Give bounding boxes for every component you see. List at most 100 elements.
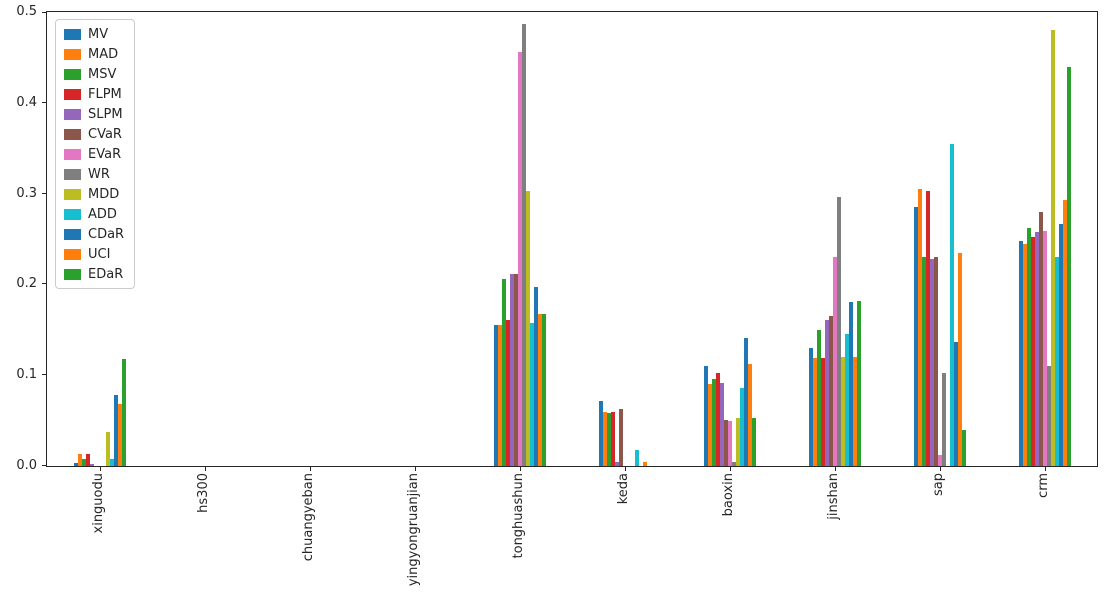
bar-ADD-keda bbox=[634, 449, 639, 466]
bar-MV-crm bbox=[1018, 240, 1023, 466]
y-tick-mark bbox=[42, 12, 46, 13]
bar-CVaR-jinshan bbox=[828, 316, 833, 466]
y-tick-label: 0.0 bbox=[16, 458, 37, 473]
bar-CDaR-baoxin bbox=[743, 338, 748, 466]
y-tick-label: 0.2 bbox=[16, 276, 37, 292]
bar-group-tonghuashun bbox=[467, 12, 572, 471]
plot-area: MV MAD MSV FLPM SLPM CVaR EVaR WR MDD ADD CDaR UCI E… bbox=[16, 5, 1098, 472]
bar-MAD-xinguodu bbox=[77, 454, 82, 466]
legend-swatch-EVaR bbox=[64, 148, 81, 160]
bar-CVaR-tonghuashun bbox=[513, 274, 518, 466]
legend-swatch-CDaR bbox=[64, 228, 81, 240]
x-label-slot: crm bbox=[991, 473, 1096, 586]
legend-label-ADD: ADD bbox=[88, 206, 117, 222]
bar-EDaR-crm bbox=[1066, 66, 1071, 466]
bar-FLPM-sap bbox=[925, 190, 930, 466]
x-tick-label-hs300: hs300 bbox=[196, 473, 211, 513]
bar-group-xinguodu bbox=[47, 12, 152, 471]
x-tick-mark bbox=[834, 467, 836, 471]
bar-CVaR-crm bbox=[1038, 211, 1043, 466]
bar-group-hs300 bbox=[152, 12, 257, 471]
bar-MV-keda bbox=[598, 400, 603, 466]
legend-swatch-FLPM bbox=[64, 88, 81, 100]
legend-entry-FLPM: FLPM bbox=[64, 86, 124, 102]
bar-MAD-baoxin bbox=[707, 384, 712, 466]
bar-MDD-xinguodu bbox=[105, 432, 110, 466]
x-tick-mark bbox=[1044, 467, 1046, 471]
bar-UCI-sap bbox=[957, 252, 962, 466]
x-tick-label-crm: crm bbox=[1036, 473, 1051, 498]
legend-entry-CDaR: CDaR bbox=[64, 226, 124, 242]
bars-row bbox=[913, 143, 966, 466]
bar-FLPM-tonghuashun bbox=[505, 319, 510, 466]
bar-UCI-baoxin bbox=[747, 364, 752, 466]
bar-MSV-tonghuashun bbox=[501, 279, 506, 466]
bar-SLPM-xinguodu bbox=[89, 464, 94, 466]
bar-MDD-tonghuashun bbox=[525, 190, 530, 466]
y-tick-label: 0.3 bbox=[16, 185, 37, 201]
y-tick-label: 0.4 bbox=[16, 94, 37, 110]
legend-label-EVaR: EVaR bbox=[88, 146, 122, 162]
bar-UCI-tonghuashun bbox=[537, 313, 542, 466]
bar-WR-jinshan bbox=[836, 197, 841, 466]
legend-label-MV: MV bbox=[88, 26, 109, 42]
bar-UCI-jinshan bbox=[852, 357, 857, 466]
bar-EVaR-jinshan bbox=[832, 257, 837, 466]
bar-CVaR-baoxin bbox=[723, 419, 728, 466]
bar-ADD-tonghuashun bbox=[529, 322, 534, 466]
bar-UCI-xinguodu bbox=[117, 404, 122, 466]
legend-entry-MSV: MSV bbox=[64, 66, 124, 82]
bar-MDD-jinshan bbox=[840, 357, 845, 466]
legend-swatch-UCI bbox=[64, 248, 81, 260]
legend-label-MAD: MAD bbox=[88, 46, 119, 62]
legend-swatch-WR bbox=[64, 168, 81, 180]
bar-FLPM-keda bbox=[610, 411, 615, 466]
x-tick-label-keda: keda bbox=[616, 473, 631, 505]
legend-entry-ADD: ADD bbox=[64, 206, 124, 222]
legend-label-MDD: MDD bbox=[88, 186, 120, 202]
y-tick-mark bbox=[42, 283, 46, 285]
x-label-slot: yingyongruanjian bbox=[361, 473, 466, 586]
x-label-slot: baoxin bbox=[676, 473, 781, 586]
bar-CVaR-keda bbox=[618, 408, 623, 466]
bar-EDaR-jinshan bbox=[856, 300, 861, 466]
bar-EDaR-baoxin bbox=[751, 417, 756, 466]
bar-CDaR-jinshan bbox=[848, 301, 853, 466]
x-tick-label-tonghuashun: tonghuashun bbox=[511, 473, 526, 559]
bar-MSV-baoxin bbox=[711, 378, 716, 466]
y-tick-mark bbox=[42, 374, 46, 376]
legend-label-CDaR: CDaR bbox=[88, 226, 125, 242]
bar-SLPM-tonghuashun bbox=[509, 274, 514, 466]
y-tick-mark bbox=[42, 465, 46, 466]
legend-swatch-MV bbox=[64, 28, 81, 40]
y-tick-mark bbox=[42, 192, 46, 194]
legend-label-UCI: UCI bbox=[88, 246, 111, 262]
x-tick-mark bbox=[414, 467, 416, 471]
bar-ADD-jinshan bbox=[844, 334, 849, 466]
bar-group-baoxin bbox=[677, 12, 782, 471]
bar-SLPM-sap bbox=[929, 259, 934, 466]
x-tick-mark bbox=[204, 467, 206, 471]
y-tick-mark bbox=[42, 101, 46, 103]
bar-UCI-keda bbox=[642, 461, 647, 466]
x-tick-label-chuangyeban: chuangyeban bbox=[301, 473, 316, 562]
bar-MSV-sap bbox=[921, 257, 926, 466]
bar-MV-tonghuashun bbox=[493, 325, 498, 466]
bar-CDaR-tonghuashun bbox=[533, 287, 538, 466]
bars-row bbox=[598, 400, 651, 466]
legend-swatch-CVaR bbox=[64, 128, 81, 140]
bar-MSV-keda bbox=[606, 413, 611, 466]
legend-label-CVaR: CVaR bbox=[88, 126, 122, 142]
bars-row bbox=[703, 338, 756, 466]
bar-WR-tonghuashun bbox=[521, 23, 526, 466]
bar-MAD-tonghuashun bbox=[497, 325, 502, 466]
bar-UCI-crm bbox=[1062, 200, 1067, 466]
bar-MV-jinshan bbox=[808, 348, 813, 466]
x-tick-mark bbox=[519, 467, 521, 471]
bar-EDaR-sap bbox=[961, 429, 966, 466]
bar-WR-crm bbox=[1046, 366, 1051, 466]
bar-EDaR-tonghuashun bbox=[541, 313, 546, 466]
bar-MSV-crm bbox=[1026, 228, 1031, 466]
legend-label-MSV: MSV bbox=[88, 66, 117, 82]
legend-entry-CVaR: CVaR bbox=[64, 126, 124, 142]
